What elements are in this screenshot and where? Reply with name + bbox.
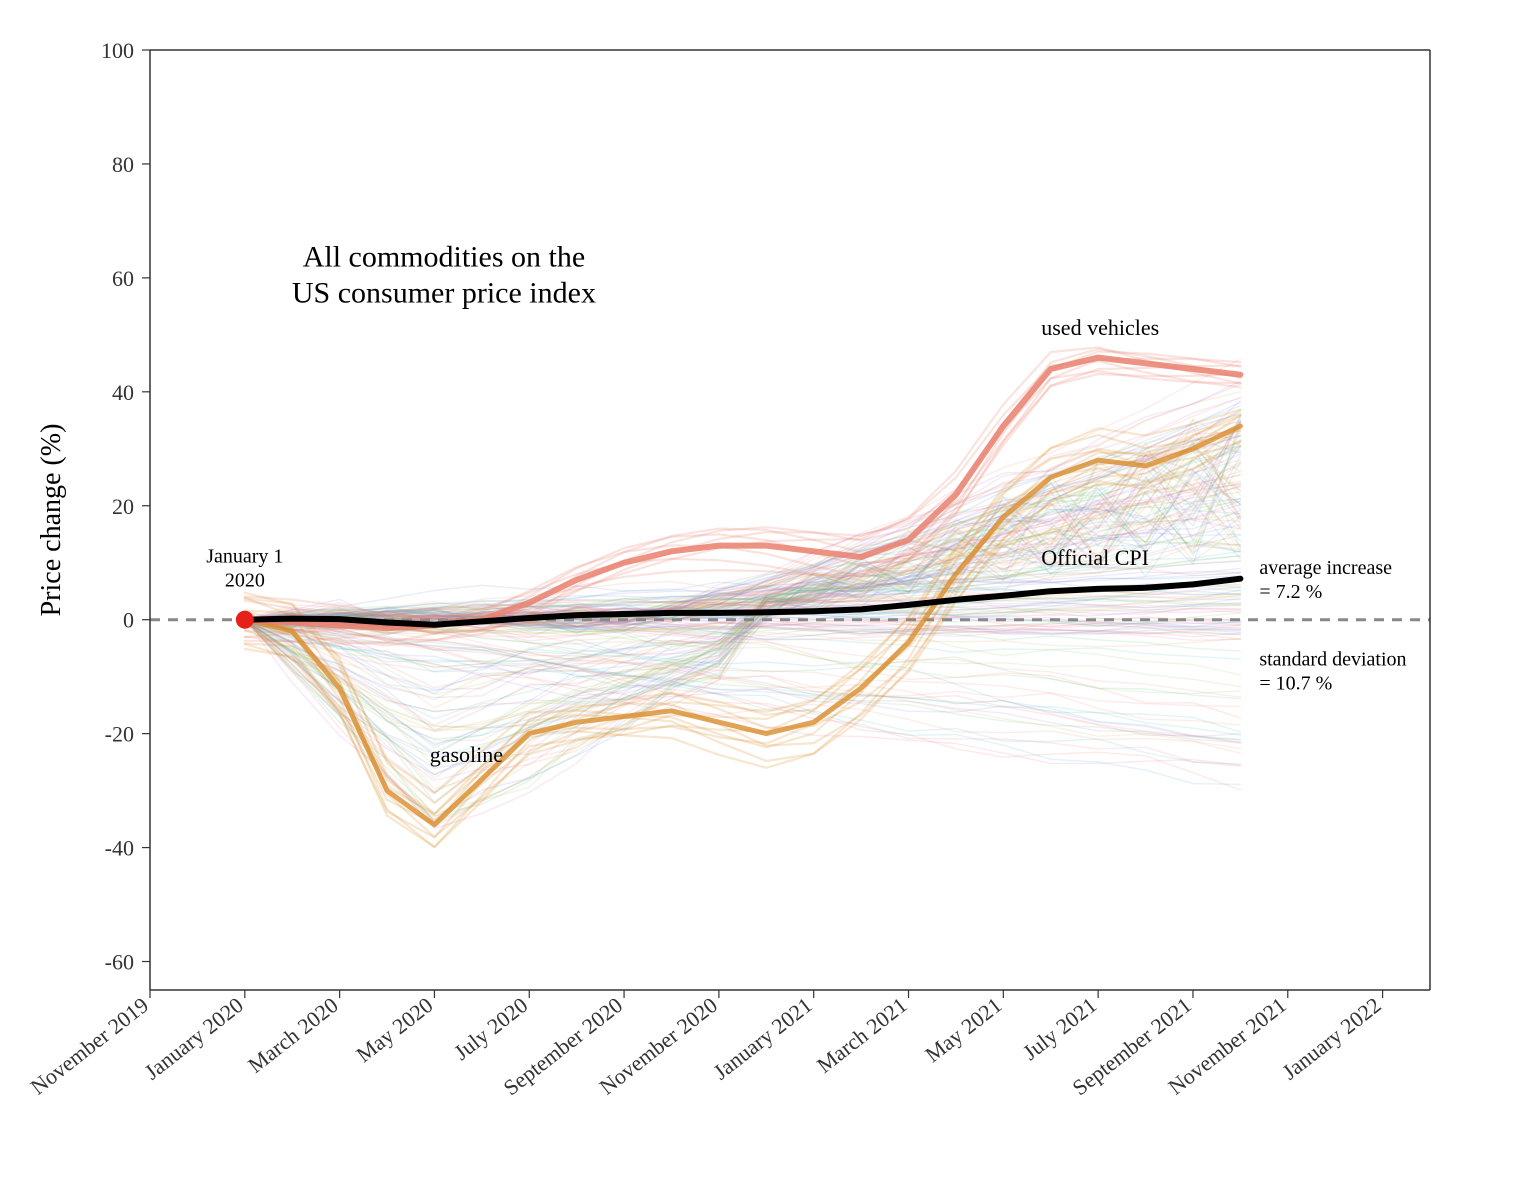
y-tick-label: 20 xyxy=(112,494,134,519)
origin-marker xyxy=(236,611,254,629)
cpi-chart-svg: -60-40-20020406080100Price change (%)Nov… xyxy=(0,0,1518,1180)
y-tick-label: -20 xyxy=(105,722,134,747)
chart-title-line2: US consumer price index xyxy=(292,276,596,309)
y-tick-label: 0 xyxy=(123,608,134,633)
annotation-standard-deviation-line1: standard deviation xyxy=(1259,648,1406,670)
annotation-average-increase-line2: = 7.2 % xyxy=(1259,581,1322,603)
y-tick-label: 80 xyxy=(112,152,134,177)
annotation-standard-deviation-line2: = 10.7 % xyxy=(1259,672,1332,694)
annotation-average-increase-line1: average increase xyxy=(1259,557,1392,579)
annotation-origin-date-line1: January 1 xyxy=(206,546,283,568)
annotation-origin-date-line2: 2020 xyxy=(225,570,265,592)
y-tick-label: -60 xyxy=(105,950,134,975)
chart-title-line1: All commodities on the xyxy=(303,240,585,273)
y-tick-label: -40 xyxy=(105,836,134,861)
annotation-used-vehicles: used vehicles xyxy=(1041,315,1159,340)
annotation-official-cpi: Official CPI xyxy=(1041,545,1149,570)
cpi-chart-container: -60-40-20020406080100Price change (%)Nov… xyxy=(0,0,1518,1180)
y-tick-label: 60 xyxy=(112,266,134,291)
y-tick-label: 100 xyxy=(101,38,134,63)
y-tick-label: 40 xyxy=(112,380,134,405)
y-axis-title: Price change (%) xyxy=(36,424,67,617)
annotation-gasoline: gasoline xyxy=(430,742,503,767)
